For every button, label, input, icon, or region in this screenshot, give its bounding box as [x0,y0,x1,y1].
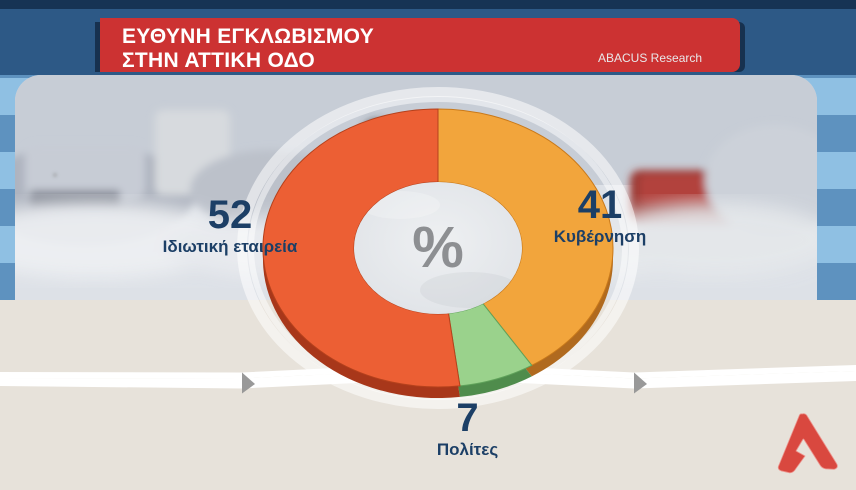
svg-text:%: % [412,215,464,280]
